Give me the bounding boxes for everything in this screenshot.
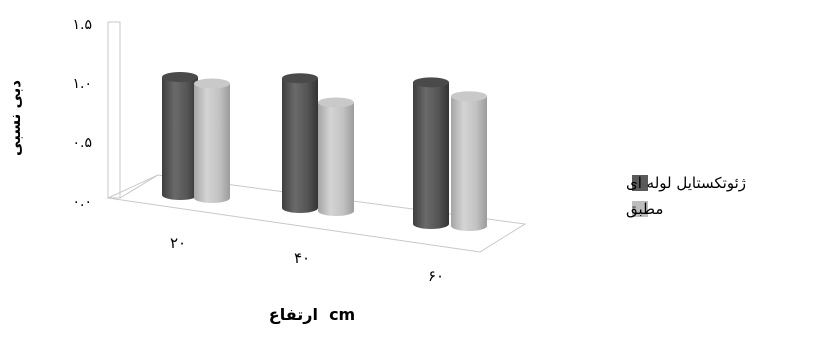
bar-top — [451, 91, 487, 102]
x-tick-label: ۲۰ — [170, 234, 186, 252]
y-tick-label: ۱.۰ — [73, 76, 93, 92]
floor — [106, 174, 527, 253]
y-axis: ۰.۰ ۰.۵ ۱.۰ ۱.۵ — [73, 17, 93, 210]
bar-top — [282, 73, 318, 84]
legend: ژئوتکستایل لوله ای مطبق — [626, 174, 746, 218]
back-wall — [107, 21, 121, 199]
bar-top — [318, 97, 354, 108]
y-tick-label: ۱.۵ — [73, 17, 93, 33]
plot-frame — [106, 21, 527, 253]
bar-top — [413, 77, 449, 88]
bar-body — [413, 82, 449, 230]
bar-body — [282, 78, 318, 213]
floor-left-edge — [119, 174, 159, 199]
bar-body — [318, 102, 354, 216]
legend-label: مطبق — [626, 200, 663, 218]
bar — [318, 97, 354, 216]
bar — [451, 91, 487, 231]
y-axis-title: دبی نسبی — [6, 80, 24, 156]
bar — [413, 77, 449, 230]
x-tick-label: ۶۰ — [428, 267, 444, 285]
bar-top — [194, 78, 230, 89]
y-tick-label: ۰.۰ — [73, 194, 93, 210]
bar-body — [451, 96, 487, 231]
x-axis: ۲۰ ۴۰ ۶۰ — [170, 234, 444, 285]
bars — [162, 72, 487, 231]
bar-top — [162, 72, 198, 82]
bar-body — [194, 83, 230, 203]
legend-swatch — [632, 201, 648, 217]
x-axis-title: cm ارتفاع — [269, 305, 355, 324]
bar-body — [162, 77, 198, 200]
x-tick-label: ۴۰ — [294, 249, 310, 267]
legend-swatch — [632, 175, 648, 191]
y-tick-label: ۰.۵ — [73, 135, 93, 151]
bar — [162, 72, 198, 200]
legend-label: ژئوتکستایل لوله ای — [626, 174, 746, 192]
bar — [194, 78, 230, 203]
bar — [282, 73, 318, 213]
